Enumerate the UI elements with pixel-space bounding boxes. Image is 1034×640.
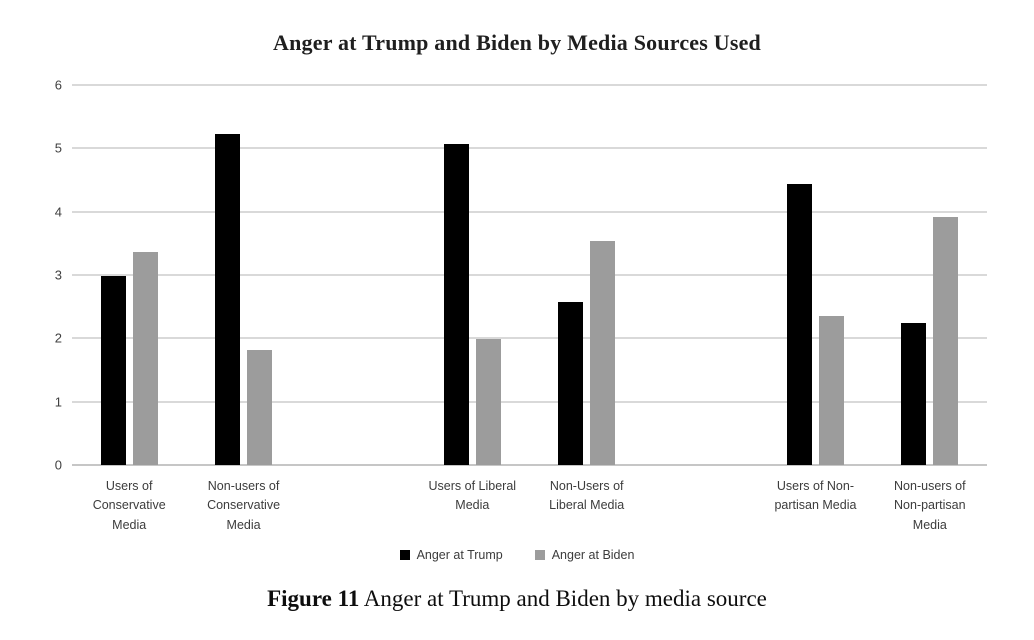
legend-label: Anger at Trump (416, 548, 503, 562)
figure-caption-label: Figure 11 (267, 586, 360, 611)
plot-area (72, 84, 987, 466)
legend-swatch-icon (399, 550, 410, 560)
y-tick-label: 2 (54, 330, 62, 346)
y-tick-label: 1 (54, 394, 62, 410)
bar-anger-at-biden (818, 315, 844, 465)
legend-item: Anger at Biden (534, 548, 635, 562)
bar-anger-at-trump (901, 323, 927, 465)
x-category-label: Users of Conservative Media (92, 479, 166, 532)
gridline (72, 337, 987, 340)
x-category-label (301, 477, 415, 535)
legend: Anger at Trump Anger at Biden (0, 548, 1034, 562)
gridline (72, 147, 987, 150)
y-tick-label: 6 (54, 77, 62, 93)
bar-anger-at-biden (247, 350, 273, 465)
x-category-label: Non-users of Non-partisan Media (894, 479, 966, 532)
gridline (72, 400, 987, 403)
figure-caption: Figure 11 Anger at Trump and Biden by me… (0, 586, 1034, 612)
gridline (72, 274, 987, 276)
category-slot (530, 85, 644, 465)
bar-anger-at-biden (132, 252, 158, 465)
category-slot (758, 85, 872, 465)
x-axis: Users of Conservative Media Non-users of … (72, 477, 987, 535)
bar-anger-at-trump (100, 276, 126, 465)
category-slot (873, 85, 987, 465)
bar-anger-at-trump (786, 183, 812, 465)
y-tick-label: 0 (54, 457, 62, 473)
category-slot (644, 85, 758, 465)
bar-slots (72, 85, 987, 465)
category-slot (301, 85, 415, 465)
category-slot (72, 85, 186, 465)
figure-caption-text: Anger at Trump and Biden by media source (359, 586, 767, 611)
x-category-label: Non-users of Conservative Media (207, 479, 281, 532)
gridline (72, 464, 987, 466)
y-axis: 0 1 2 3 4 5 6 (26, 78, 62, 473)
x-category-label: Users of Liberal Media (428, 479, 517, 513)
category-slot (186, 85, 300, 465)
y-tick-label: 5 (54, 140, 62, 156)
bar-anger-at-trump (215, 134, 241, 465)
bar-anger-at-trump (558, 302, 584, 465)
bar-anger-at-trump (443, 143, 469, 465)
x-category-label: Non-Users of Liberal Media (549, 479, 625, 513)
x-category-label: Users of Non- partisan Media (774, 479, 857, 513)
legend-swatch-icon (534, 550, 545, 560)
bar-anger-at-biden (475, 338, 501, 465)
legend-label: Anger at Biden (551, 548, 635, 562)
gridline (72, 84, 987, 86)
legend-item: Anger at Trump (399, 548, 503, 562)
chart-title: Anger at Trump and Biden by Media Source… (273, 30, 761, 55)
bar-anger-at-biden (933, 217, 959, 465)
x-category-label (644, 477, 758, 535)
gridline (72, 210, 987, 213)
y-tick-label: 3 (54, 267, 62, 283)
category-slot (415, 85, 529, 465)
y-tick-label: 4 (54, 204, 62, 220)
bar-anger-at-biden (590, 241, 616, 465)
